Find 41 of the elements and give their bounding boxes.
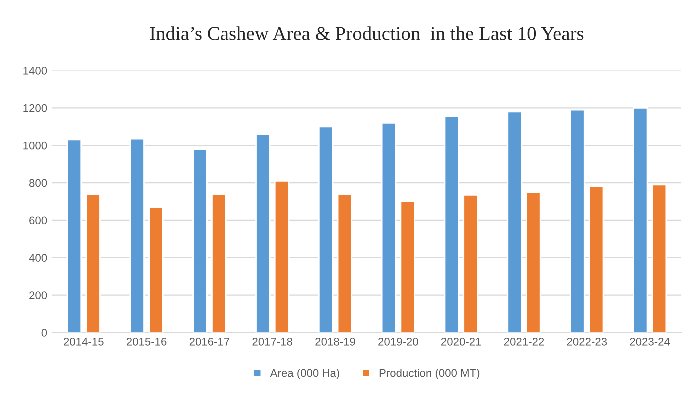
bar	[192, 148, 208, 333]
bar	[148, 206, 164, 333]
x-tick-label: 2018-19	[316, 338, 356, 346]
x-tick-label: 2014-15	[64, 338, 104, 346]
x-tick-label: 2015-16	[126, 338, 167, 346]
bar	[274, 180, 290, 333]
x-tick-label: 2020-21	[442, 338, 482, 346]
bar	[130, 138, 145, 333]
y-tick-label: 1400	[24, 66, 48, 75]
y-tick-label: 400	[29, 254, 48, 262]
x-tick-label: 2019-20	[378, 338, 418, 346]
y-tick-label: 800	[30, 179, 48, 188]
bar	[444, 116, 460, 333]
x-tick-label: 2023-24	[630, 338, 670, 346]
y-tick-label: 1200	[24, 104, 48, 112]
legend-label: Production (000 MT)	[380, 369, 480, 380]
bar	[86, 194, 101, 333]
bar	[652, 184, 668, 333]
bar	[256, 134, 271, 333]
bar	[400, 201, 416, 333]
x-tick-label: 2017-18	[252, 338, 293, 346]
bar	[463, 194, 478, 333]
legend-label: Area (000 Ha)	[270, 369, 340, 380]
y-tick-label: 200	[30, 292, 48, 300]
bar	[212, 194, 227, 333]
bar	[66, 139, 82, 333]
x-tick-label: 2022-23	[567, 338, 608, 346]
bar	[526, 192, 542, 333]
x-tick-label: 2021-22	[504, 338, 544, 346]
bar	[507, 111, 522, 333]
bar	[570, 109, 586, 333]
y-tick-label: 600	[30, 216, 48, 225]
bar	[337, 194, 353, 333]
y-tick-label: 1000	[24, 142, 48, 150]
bar	[633, 107, 648, 333]
x-tick-label: 2016-17	[190, 338, 230, 346]
y-tick-label: 0	[42, 329, 48, 337]
chart-title: India’s Cashew Area & Production in the Last 10 Years	[150, 26, 584, 40]
bar	[588, 186, 604, 333]
bar	[381, 122, 397, 333]
bar	[318, 126, 334, 333]
